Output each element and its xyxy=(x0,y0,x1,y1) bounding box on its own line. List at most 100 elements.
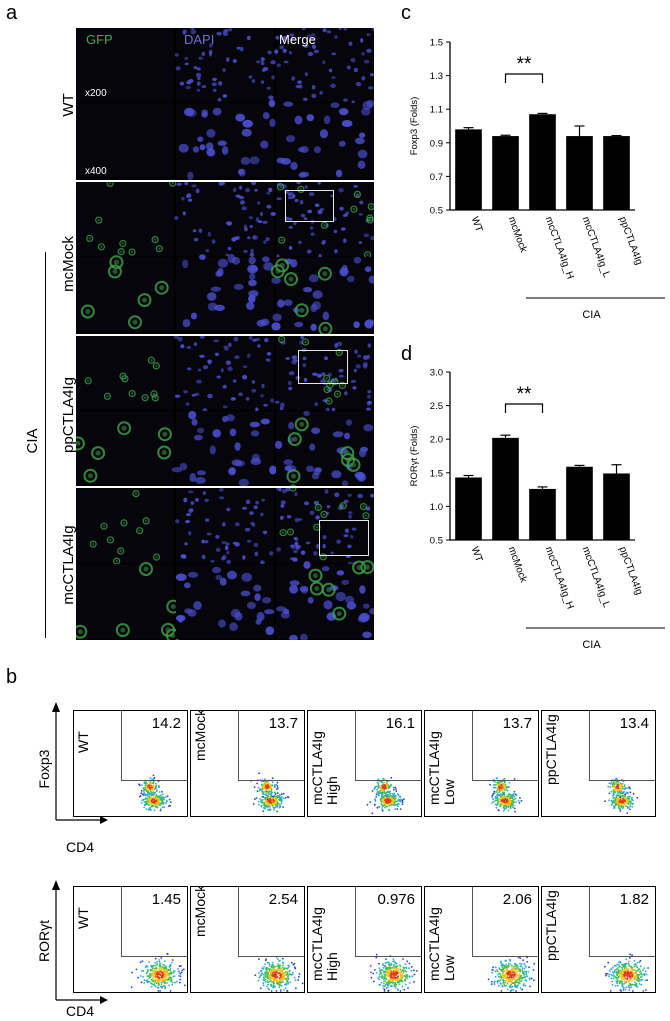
flow-gate xyxy=(355,887,421,957)
magnification-x200: x200 xyxy=(85,88,107,99)
flow-sample-name: mcCTLA4Ig High xyxy=(309,907,340,981)
panel-label-c: c xyxy=(401,2,411,24)
y-tick-label: 3.0 xyxy=(430,368,443,379)
y-tick-label: 1.1 xyxy=(430,105,443,116)
flow-plot-0: WT 14.2 xyxy=(73,710,188,817)
flow-plot-3: mcCTLA4Ig Low 2.06 xyxy=(424,886,539,993)
bar-mcMock xyxy=(492,136,519,210)
category-label: ppCTLA4Ig xyxy=(617,545,645,596)
flow-sample-name: mcCTLA4Ig Low xyxy=(426,731,457,805)
category-label: mcCTLA4Ig_L xyxy=(580,545,612,609)
bar-mcMock xyxy=(492,437,519,540)
flow-scatter xyxy=(604,777,639,814)
flow-gate-percentage: 13.7 xyxy=(268,715,298,732)
panel-label-a: a xyxy=(6,2,18,24)
bar-ppCTLA4Ig xyxy=(603,136,630,210)
category-label: mcCTLA4Ig_H xyxy=(543,545,576,610)
category-label: WT xyxy=(469,545,485,563)
flow-gate-percentage: 14.2 xyxy=(151,715,181,732)
y-tick-label: 0.7 xyxy=(430,172,443,183)
zoom-box-mcctla4ig xyxy=(319,520,369,556)
flow-plot-4: ppCTLA4Ig 1.82 xyxy=(541,886,656,993)
flow-gate xyxy=(472,887,538,957)
cia-bracket-line xyxy=(45,252,46,638)
category-label: mcMock xyxy=(506,215,529,255)
flow-gate-percentage: 1.45 xyxy=(151,891,181,908)
flow-scatter xyxy=(254,956,304,992)
row-label-mcmock: mcMock xyxy=(60,236,77,292)
flow-gate-percentage: 0.976 xyxy=(377,891,415,908)
flow-gate xyxy=(121,887,187,957)
flow-plot-2: mcCTLA4Ig High 16.1 xyxy=(307,710,422,817)
flow-sample-name: mcMock xyxy=(192,886,208,937)
flow-bottom-axes xyxy=(52,880,108,1004)
y-axis-label: RORγt (Folds) xyxy=(409,426,420,487)
flow-sample-name: mcCTLA4Ig Low xyxy=(426,907,457,981)
category-label: WT xyxy=(469,215,485,233)
row-label-wt: WT xyxy=(60,93,77,117)
flow-sample-name: ppCTLA4Ig xyxy=(543,890,559,961)
y-tick-label: 2.5 xyxy=(430,401,443,412)
bar-WT xyxy=(455,477,482,540)
flow-scatter xyxy=(604,953,655,992)
flow-gate xyxy=(121,711,187,781)
flow-scatter xyxy=(138,774,172,812)
microscopy-images xyxy=(76,28,374,640)
flow-gate xyxy=(238,711,304,781)
bar-mcCTLA4Ig_H xyxy=(529,114,556,210)
category-label: mcCTLA4Ig_L xyxy=(580,215,612,279)
flow-gate xyxy=(472,711,538,781)
category-label: mcCTLA4Ig_H xyxy=(543,215,576,280)
column-label-merge: Merge xyxy=(279,32,316,47)
flow-top-x-axis-label: CD4 xyxy=(66,839,95,855)
bar-mcCTLA4Ig_H xyxy=(529,488,556,540)
significance-bracket xyxy=(504,73,544,83)
flow-scatter xyxy=(369,953,418,992)
flow-top-axes xyxy=(52,702,108,824)
category-label: ppCTLA4Ig xyxy=(617,215,645,266)
flow-scatter xyxy=(250,772,290,813)
flow-gate-percentage: 1.82 xyxy=(619,891,649,908)
microscopy-grid: GFP DAPI Merge x200 x400 xyxy=(76,28,374,640)
flow-sample-name: ppCTLA4Ig xyxy=(543,714,559,785)
y-tick-label: 1.3 xyxy=(430,71,443,82)
cia-group-label: CIA xyxy=(582,309,601,320)
column-label-dapi: DAPI xyxy=(184,32,215,47)
significance-bracket xyxy=(504,403,544,413)
y-tick-label: 1.5 xyxy=(430,38,443,49)
cia-group-label: CIA xyxy=(582,639,601,650)
zoom-box-mcmock xyxy=(285,190,334,222)
flow-gate-percentage: 13.4 xyxy=(619,715,649,732)
row-label-ppctla4ig: ppCTLA4Ig xyxy=(60,377,77,453)
flow-gate-percentage: 16.1 xyxy=(385,715,415,732)
flow-scatter xyxy=(130,953,186,992)
flow-scatter xyxy=(366,776,405,815)
y-tick-label: 0.5 xyxy=(430,536,443,547)
flow-scatter xyxy=(489,777,523,813)
flow-gate xyxy=(589,711,655,781)
bar-mcCTLA4Ig_L xyxy=(566,136,593,210)
panel-label-b: b xyxy=(6,666,18,688)
y-tick-label: 1.5 xyxy=(430,468,443,479)
y-tick-label: 0.9 xyxy=(430,138,443,149)
flow-plot-1: mcMock 2.54 xyxy=(190,886,305,993)
y-tick-label: 1.0 xyxy=(430,502,443,513)
panel-label-d: d xyxy=(401,343,413,365)
significance-label: ** xyxy=(517,54,532,75)
flow-gate-percentage: 2.06 xyxy=(502,891,532,908)
flow-top-y-axis-label: Foxp3 xyxy=(36,749,52,789)
y-tick-label: 0.5 xyxy=(430,206,443,217)
y-tick-label: 2.0 xyxy=(430,435,443,446)
flow-bottom-x-axis-label: CD4 xyxy=(66,1003,95,1019)
cia-group-label: CIA xyxy=(24,428,41,454)
flow-plot-0: WT 1.45 xyxy=(73,886,188,993)
flow-gate-percentage: 2.54 xyxy=(268,891,298,908)
flow-plot-1: mcMock 13.7 xyxy=(190,710,305,817)
flow-plot-4: ppCTLA4Ig 13.4 xyxy=(541,710,656,817)
flow-scatter xyxy=(487,956,536,992)
flow-bottom-y-axis-label: RORγt xyxy=(36,920,52,962)
bar-mcCTLA4Ig_L xyxy=(566,466,593,540)
bar-WT xyxy=(455,129,482,210)
